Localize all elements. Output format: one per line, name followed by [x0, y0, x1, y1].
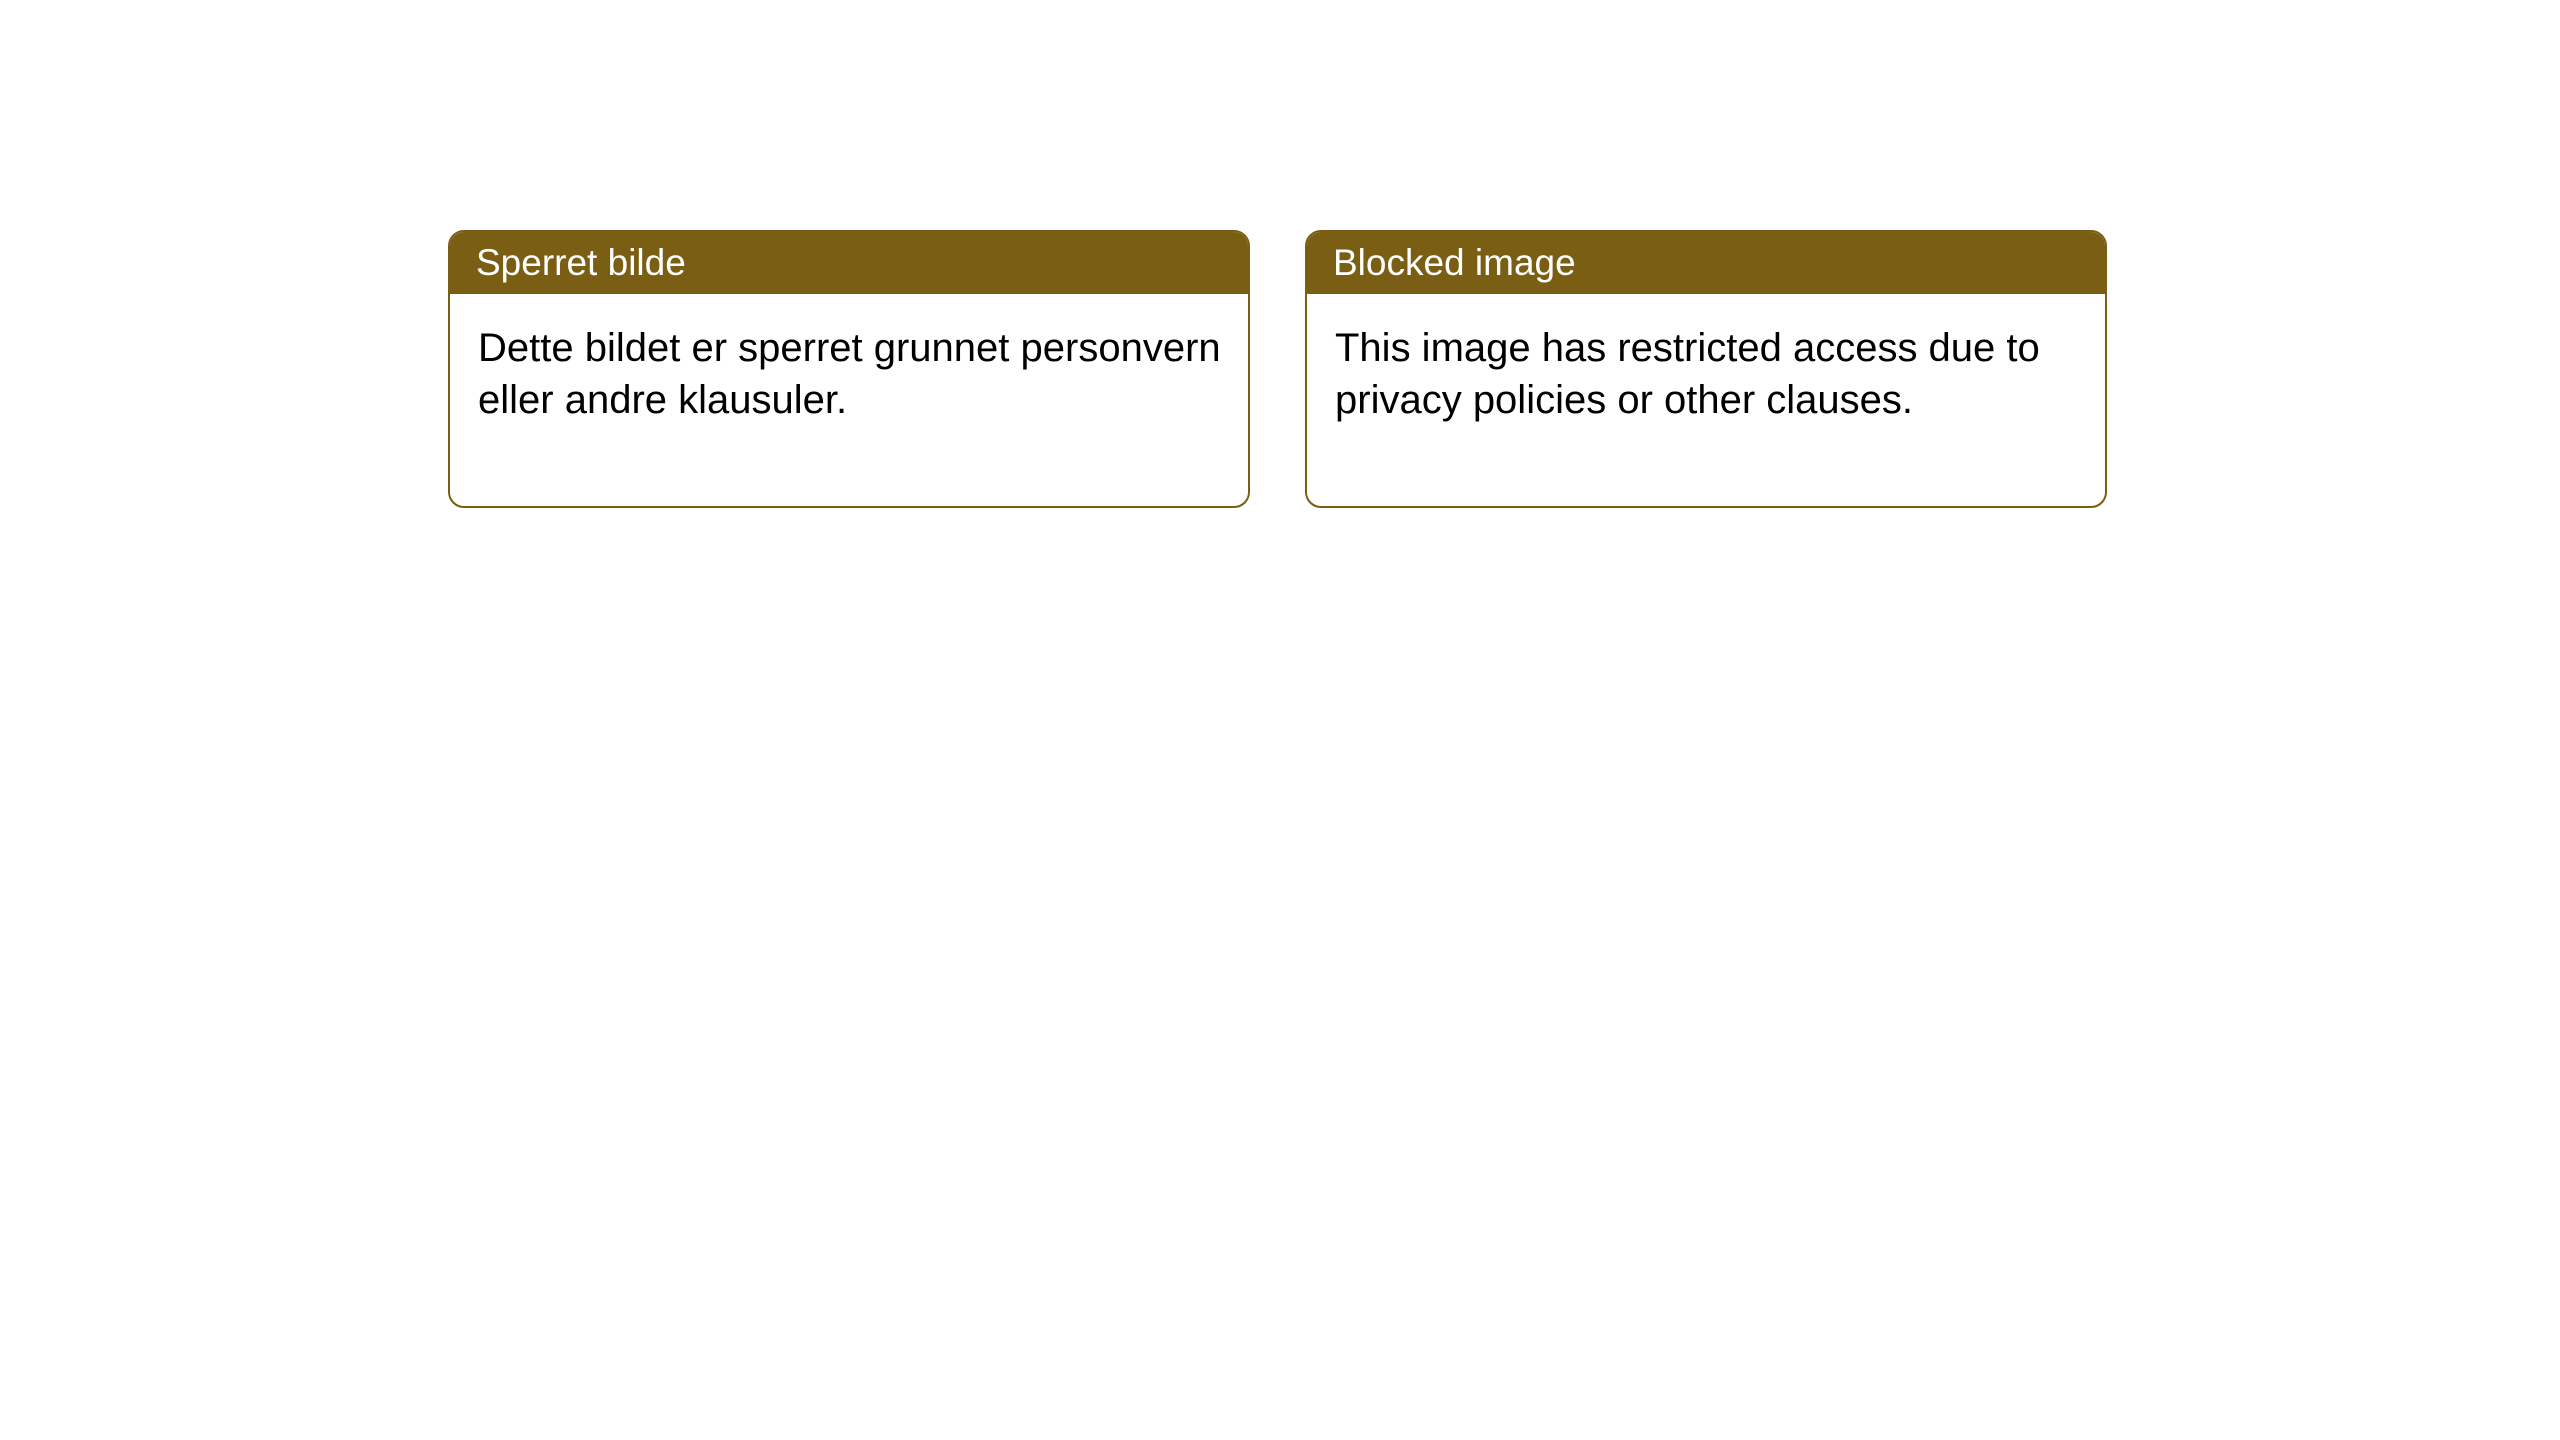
notice-text-english: This image has restricted access due to … [1335, 326, 2040, 422]
notice-card-english: Blocked image This image has restricted … [1305, 230, 2107, 508]
notice-card-norwegian: Sperret bilde Dette bildet er sperret gr… [448, 230, 1250, 508]
notice-header-norwegian: Sperret bilde [450, 232, 1248, 294]
notice-header-english: Blocked image [1307, 232, 2105, 294]
notice-text-norwegian: Dette bildet er sperret grunnet personve… [478, 326, 1221, 422]
notice-body-norwegian: Dette bildet er sperret grunnet personve… [450, 294, 1248, 506]
notice-title-norwegian: Sperret bilde [476, 242, 686, 283]
notice-title-english: Blocked image [1333, 242, 1576, 283]
notice-container: Sperret bilde Dette bildet er sperret gr… [448, 230, 2107, 508]
notice-body-english: This image has restricted access due to … [1307, 294, 2105, 506]
